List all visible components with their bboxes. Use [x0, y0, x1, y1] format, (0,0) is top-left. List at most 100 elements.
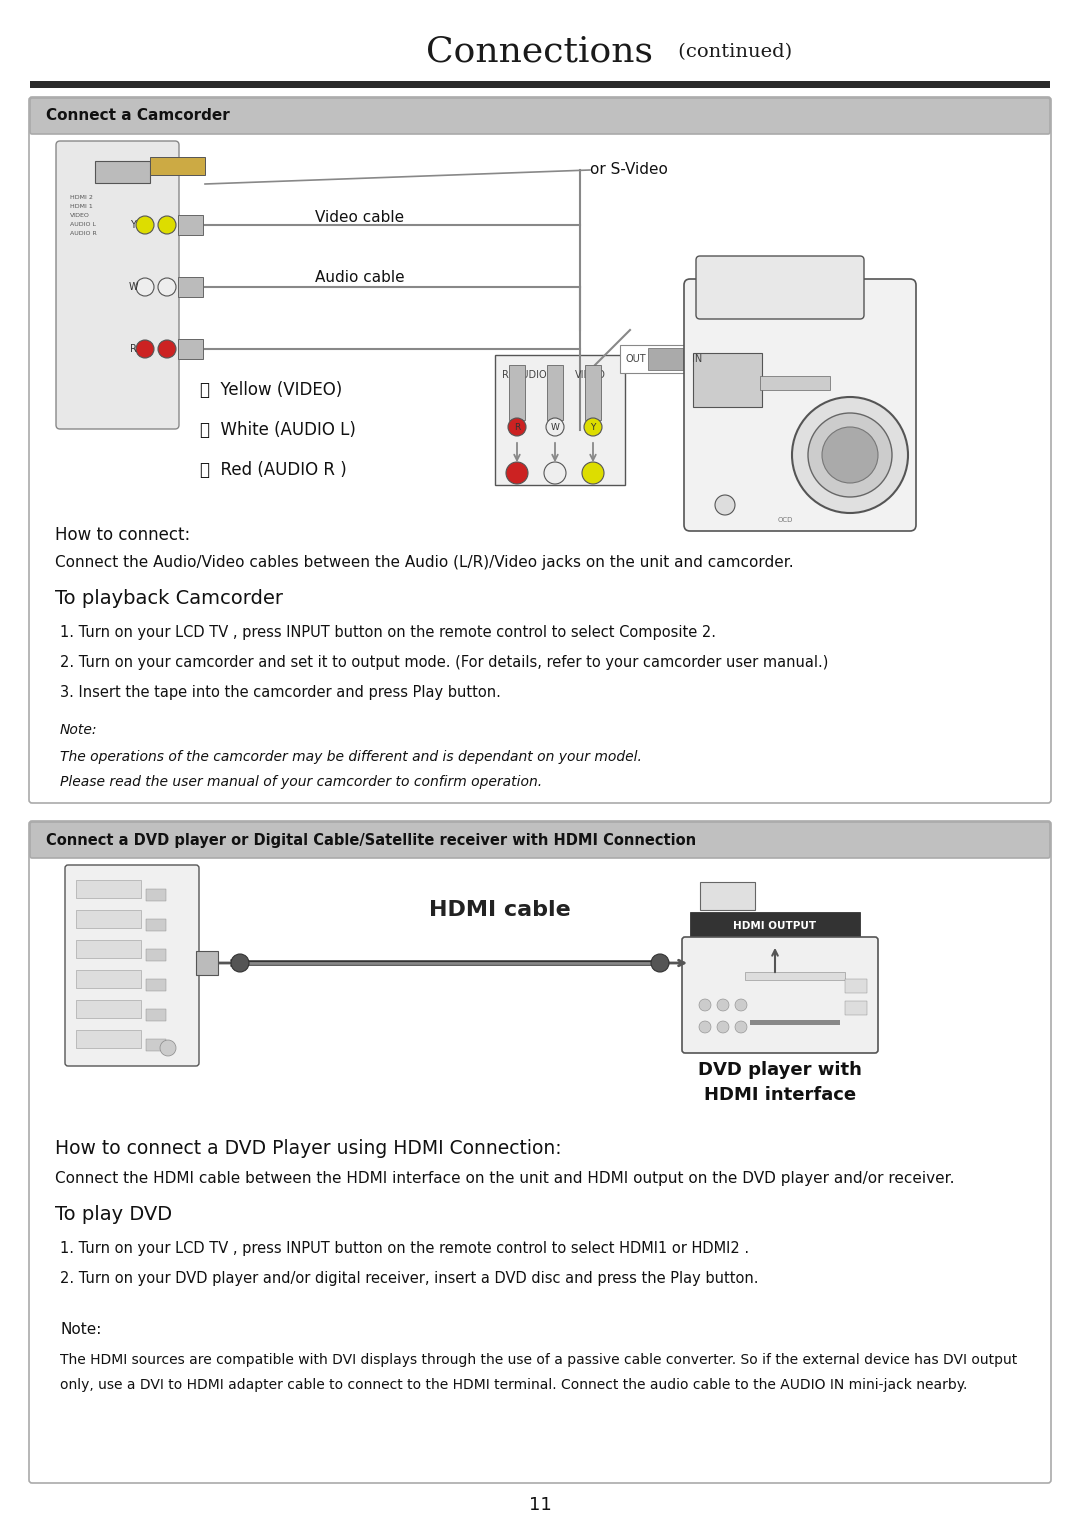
Text: Note:: Note:	[60, 723, 97, 737]
Text: OUT: OUT	[625, 354, 646, 364]
Text: HDMI cable: HDMI cable	[429, 900, 571, 920]
Text: only, use a DVI to HDMI adapter cable to connect to the HDMI terminal. Connect t: only, use a DVI to HDMI adapter cable to…	[60, 1379, 968, 1392]
Circle shape	[136, 217, 154, 233]
Bar	[178, 215, 203, 235]
Bar	[509, 364, 525, 419]
Circle shape	[717, 1022, 729, 1032]
Bar	[76, 970, 141, 988]
Bar	[76, 939, 141, 958]
FancyBboxPatch shape	[29, 820, 1051, 1482]
Circle shape	[735, 1022, 747, 1032]
Text: DVD player with: DVD player with	[698, 1061, 862, 1080]
Bar	[95, 162, 150, 183]
Text: 2. Turn on your camcorder and set it to output mode. (For details, refer to your: 2. Turn on your camcorder and set it to …	[60, 654, 828, 669]
Bar	[585, 364, 600, 419]
Text: How to connect:: How to connect:	[55, 526, 190, 544]
FancyBboxPatch shape	[684, 279, 916, 531]
Bar	[845, 979, 867, 993]
Bar	[700, 881, 755, 910]
Text: Connect a Camcorder: Connect a Camcorder	[46, 108, 230, 124]
Bar	[146, 1039, 166, 1051]
Bar	[750, 1020, 840, 1025]
Bar	[146, 979, 166, 991]
Bar	[690, 912, 860, 939]
Bar	[146, 949, 166, 961]
Circle shape	[822, 427, 878, 483]
Text: To playback Camcorder: To playback Camcorder	[55, 589, 283, 607]
Text: Y: Y	[130, 220, 136, 230]
Text: ⓧ  Red (AUDIO R ): ⓧ Red (AUDIO R )	[200, 461, 347, 479]
FancyBboxPatch shape	[30, 822, 1050, 859]
Circle shape	[136, 340, 154, 358]
Text: (continued): (continued)	[672, 43, 792, 61]
Text: ⓨ  Yellow (VIDEO): ⓨ Yellow (VIDEO)	[200, 381, 342, 400]
Text: HDMI OUTPUT: HDMI OUTPUT	[733, 921, 816, 930]
Text: Y: Y	[591, 422, 596, 432]
Circle shape	[651, 955, 669, 971]
Circle shape	[158, 278, 176, 296]
Bar	[150, 157, 205, 175]
Bar	[146, 920, 166, 930]
Circle shape	[808, 413, 892, 497]
Text: The HDMI sources are compatible with DVI displays through the use of a passive c: The HDMI sources are compatible with DVI…	[60, 1353, 1017, 1366]
Text: To play DVD: To play DVD	[55, 1205, 172, 1225]
Circle shape	[158, 217, 176, 233]
Text: OCD: OCD	[778, 517, 793, 523]
FancyBboxPatch shape	[30, 98, 1050, 134]
Circle shape	[160, 1040, 176, 1055]
Bar	[146, 1010, 166, 1022]
Text: W: W	[551, 422, 559, 432]
Bar	[76, 880, 141, 898]
Text: IN: IN	[692, 354, 702, 364]
Text: R: R	[130, 345, 136, 354]
Text: The operations of the camcorder may be different and is dependant on your model.: The operations of the camcorder may be d…	[60, 750, 642, 764]
Bar	[745, 971, 845, 981]
Text: Connections: Connections	[427, 35, 653, 69]
Text: HDMI 2
HDMI 1
VIDEO
AUDIO L
AUDIO R: HDMI 2 HDMI 1 VIDEO AUDIO L AUDIO R	[70, 195, 97, 236]
Text: VIDEO: VIDEO	[575, 371, 606, 380]
Text: Connect the HDMI cable between the HDMI interface on the unit and HDMI output on: Connect the HDMI cable between the HDMI …	[55, 1171, 955, 1185]
Text: ⓩ  White (AUDIO L): ⓩ White (AUDIO L)	[200, 421, 356, 439]
Bar	[178, 339, 203, 358]
Text: Connect a DVD player or Digital Cable/Satellite receiver with HDMI Connection: Connect a DVD player or Digital Cable/Sa…	[46, 833, 697, 848]
Text: Please read the user manual of your camcorder to confirm operation.: Please read the user manual of your camc…	[60, 775, 542, 788]
Text: 11: 11	[528, 1496, 552, 1514]
Bar	[146, 889, 166, 901]
Text: 3. Insert the tape into the camcorder and press Play button.: 3. Insert the tape into the camcorder an…	[60, 685, 501, 700]
Text: Video cable: Video cable	[315, 210, 404, 226]
Text: or S-Video: or S-Video	[590, 163, 667, 177]
Text: R•AUDIO•L: R•AUDIO•L	[502, 371, 558, 380]
FancyBboxPatch shape	[56, 140, 179, 429]
Circle shape	[231, 955, 249, 971]
Text: Note:: Note:	[60, 1322, 102, 1337]
Circle shape	[582, 462, 604, 483]
Circle shape	[735, 999, 747, 1011]
Circle shape	[699, 1022, 711, 1032]
Text: Connect the Audio/Video cables between the Audio (L/R)/Video jacks on the unit a: Connect the Audio/Video cables between t…	[55, 555, 794, 569]
Bar	[648, 348, 683, 371]
Bar	[76, 1000, 141, 1019]
Bar	[76, 910, 141, 929]
Bar	[620, 345, 720, 374]
Text: W: W	[129, 282, 138, 291]
Bar	[195, 952, 218, 974]
Bar	[760, 377, 831, 390]
Text: 2. Turn on your DVD player and/or digital receiver, insert a DVD disc and press : 2. Turn on your DVD player and/or digita…	[60, 1270, 758, 1286]
Text: 1. Turn on your LCD TV , press INPUT button on the remote control to select HDMI: 1. Turn on your LCD TV , press INPUT but…	[60, 1240, 750, 1255]
Circle shape	[508, 418, 526, 436]
Bar	[845, 1000, 867, 1016]
Bar	[30, 81, 1050, 88]
Circle shape	[546, 418, 564, 436]
Text: HDMI interface: HDMI interface	[704, 1086, 856, 1104]
Circle shape	[792, 396, 908, 512]
Circle shape	[544, 462, 566, 483]
Bar	[76, 1029, 141, 1048]
Circle shape	[715, 496, 735, 515]
Circle shape	[699, 999, 711, 1011]
Circle shape	[158, 340, 176, 358]
FancyBboxPatch shape	[65, 865, 199, 1066]
Text: Audio cable: Audio cable	[315, 270, 405, 285]
Circle shape	[584, 418, 602, 436]
Bar	[495, 355, 625, 485]
FancyBboxPatch shape	[696, 256, 864, 319]
